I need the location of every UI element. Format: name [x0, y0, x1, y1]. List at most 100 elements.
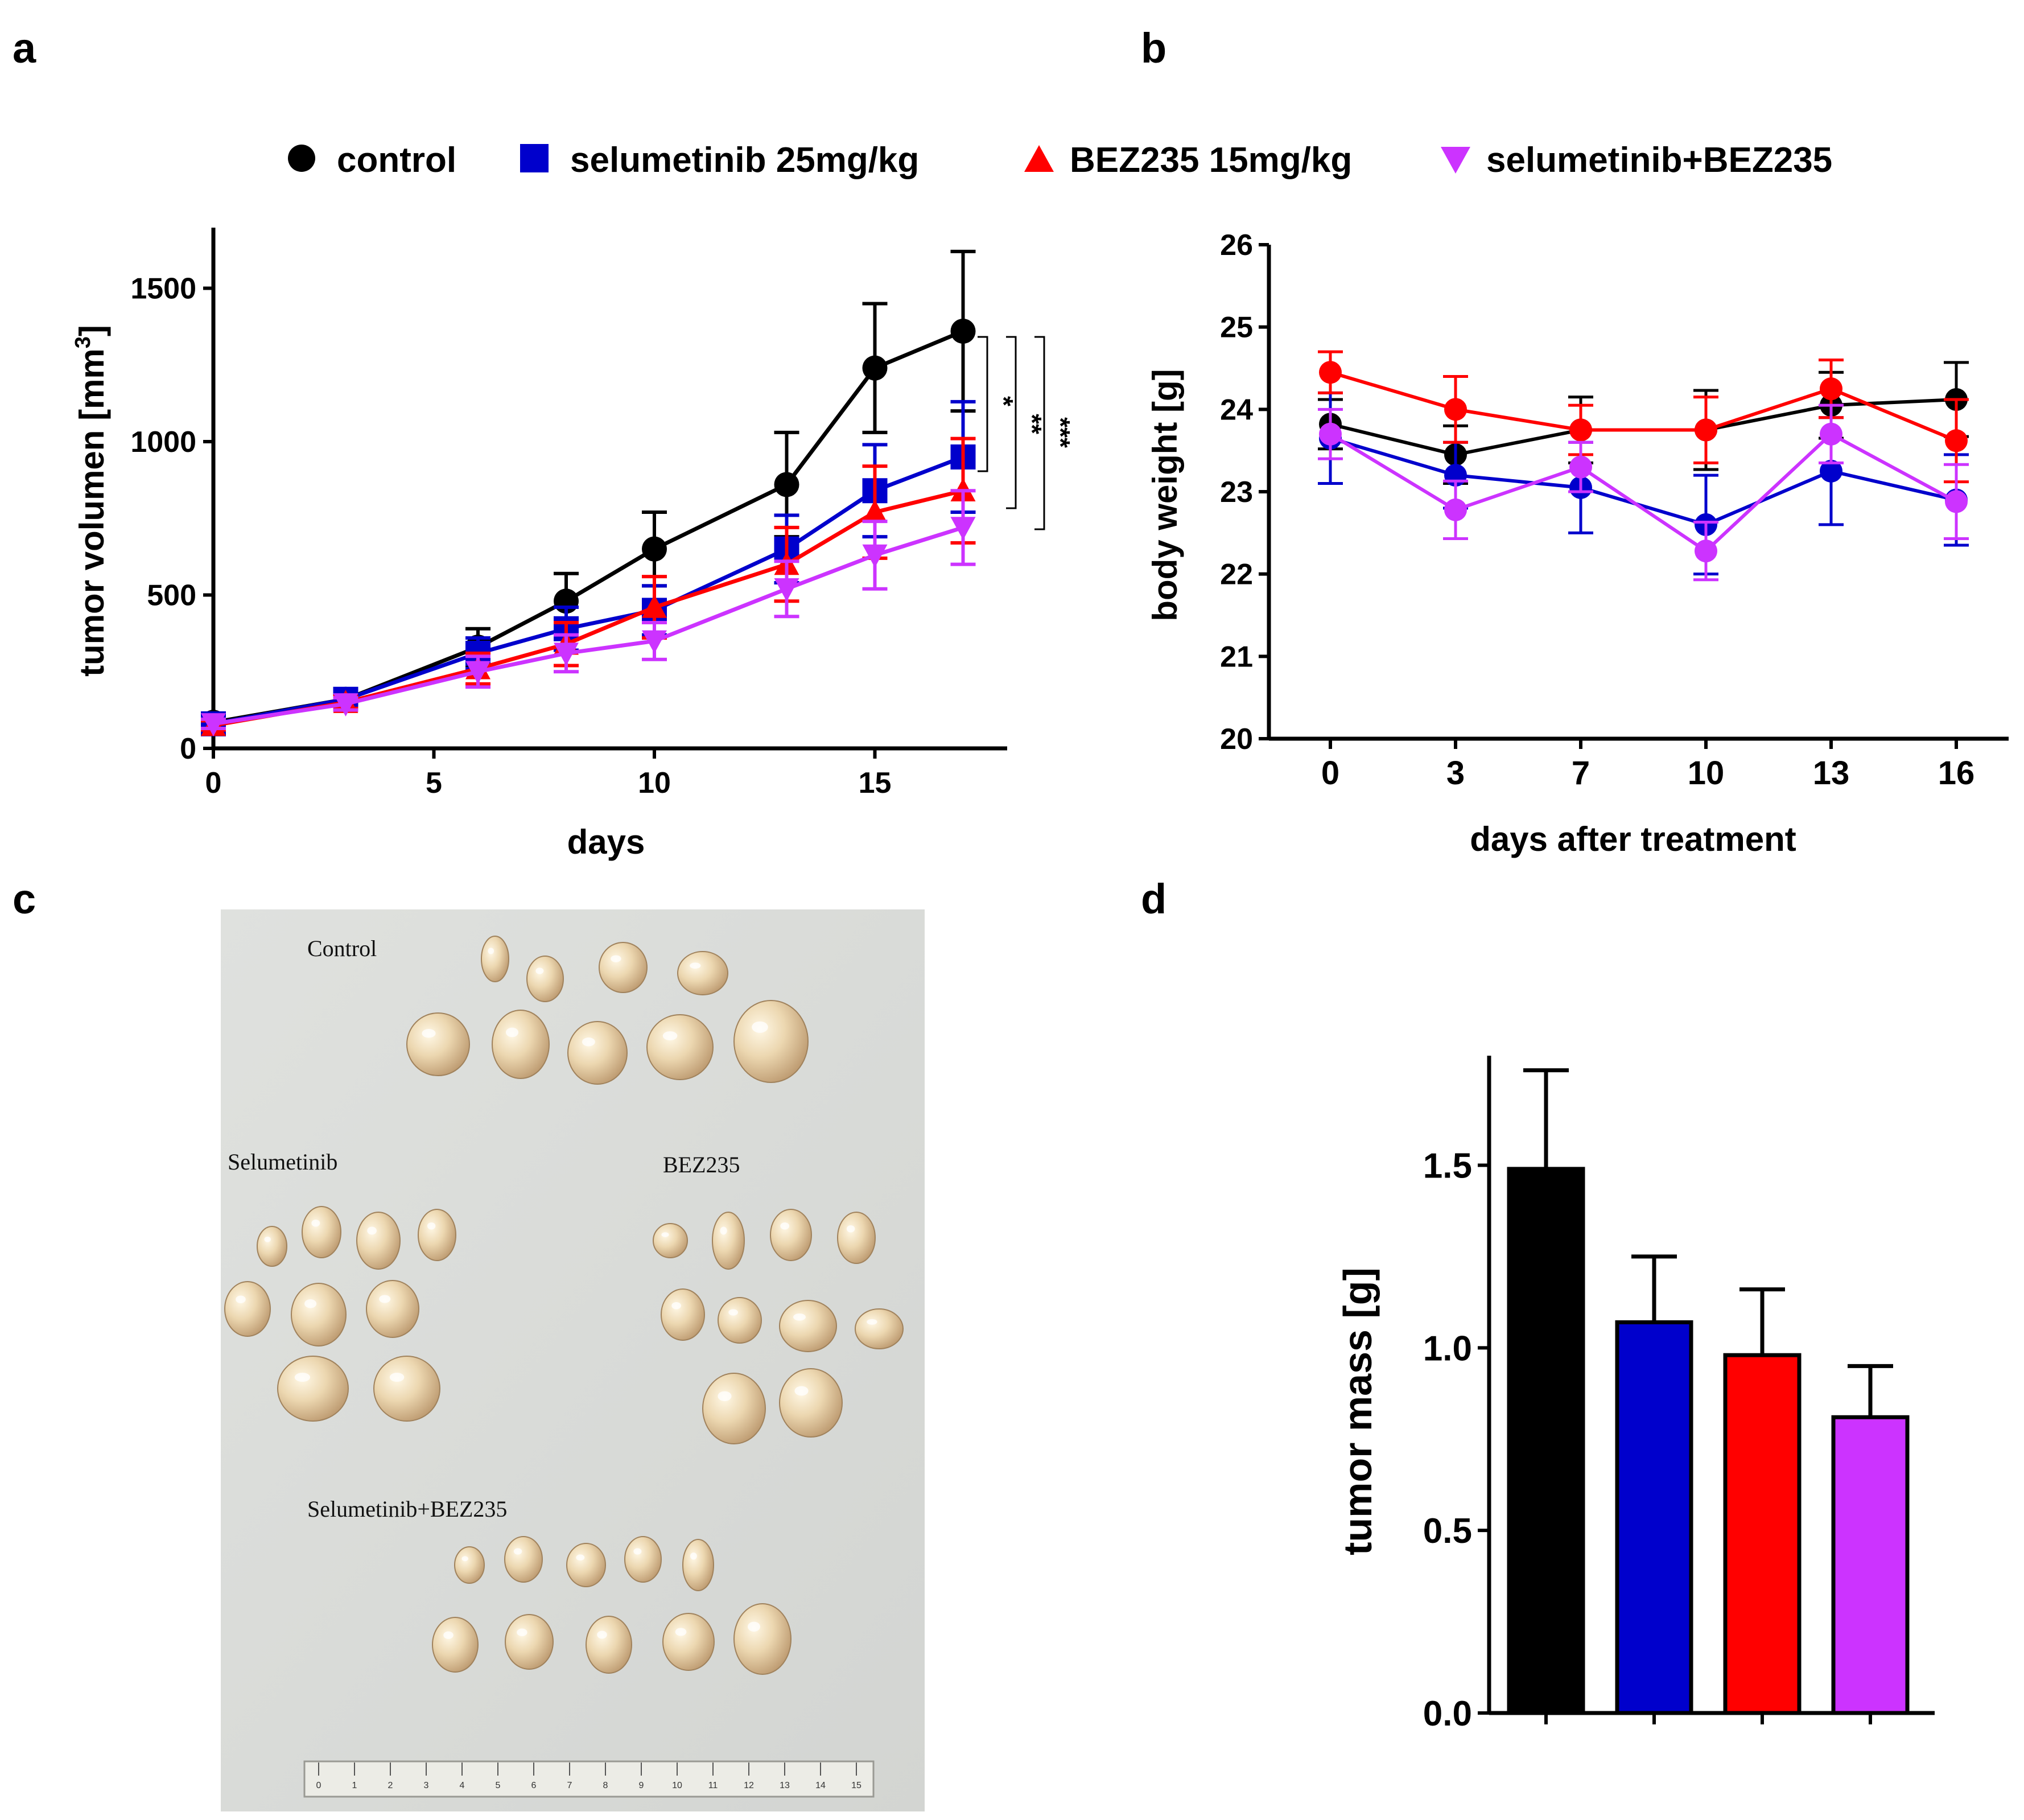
legend-label-selumetinib: selumetinib 25mg/kg — [570, 141, 919, 180]
ruler-tick-label: 7 — [567, 1781, 572, 1790]
tumor-sample — [224, 1281, 271, 1337]
tumor-highlight — [793, 1313, 806, 1321]
chart-a-line-2 — [213, 488, 964, 728]
tumor-sample — [567, 1021, 628, 1085]
chart-a-line-1 — [213, 455, 964, 726]
tumor-highlight — [236, 1295, 246, 1303]
tumor-sample — [566, 1543, 606, 1587]
tumor-highlight — [867, 1319, 877, 1325]
chart-a-series-1 — [201, 400, 976, 736]
tumor-sample — [277, 1356, 349, 1422]
chart-d-bar-1 — [1615, 1320, 1693, 1715]
tumor-highlight — [582, 1037, 595, 1047]
tumor-highlight — [675, 1628, 687, 1636]
tumor-highlight — [597, 1630, 607, 1639]
chart-b-ytick-label: 22 — [1220, 558, 1253, 591]
tumor-highlight — [517, 1628, 527, 1636]
chart-b-xtick-label: 3 — [1446, 755, 1465, 792]
tumor-highlight — [427, 1222, 436, 1230]
chart-a-tumor-volume: 0 500 1000 1500 0 5 10 15 days tumor volumen [m… — [71, 228, 1075, 861]
chart-a-xtick-label: 10 — [638, 767, 671, 800]
ruler-tick-label: 12 — [744, 1781, 754, 1790]
chart-b-series-0 — [1318, 361, 1969, 485]
chart-a-series — [201, 249, 976, 736]
tumor-sample — [373, 1356, 440, 1422]
tumor-sample — [526, 956, 564, 1002]
legend-label-control: control — [337, 141, 456, 180]
chart-a-series-3 — [201, 489, 976, 736]
tumor-sample — [837, 1212, 876, 1264]
chart-d-ytick-label: 1.5 — [1423, 1147, 1472, 1186]
tumor-highlight — [718, 1391, 732, 1401]
tumor-highlight — [461, 1556, 468, 1562]
chart-d-bars — [1507, 1068, 1910, 1715]
chart-b-series-1 — [1318, 391, 1969, 576]
photo-label-bez235: BEZ235 — [663, 1152, 740, 1177]
tumor-sample — [505, 1614, 554, 1670]
tumor-sample — [454, 1546, 485, 1584]
tumor-sample — [481, 936, 509, 982]
tumor-highlight — [304, 1299, 317, 1308]
tumor-sample — [624, 1536, 662, 1583]
ruler-tick-label: 13 — [780, 1781, 790, 1790]
tumor-sample — [677, 951, 728, 995]
chart-d-ytick-label: 1.0 — [1423, 1329, 1472, 1368]
chart-d-ytick-label: 0.5 — [1423, 1512, 1472, 1551]
chart-b-point — [1820, 459, 1842, 483]
chart-a-ylabel: tumor volumen [mm3] — [71, 325, 111, 677]
tumor-highlight — [443, 1631, 454, 1639]
sig-label-3: *** — [1046, 417, 1075, 448]
photo-label-combination: Selumetinib+BEZ235 — [307, 1496, 507, 1522]
ruler-tick-label: 8 — [603, 1781, 608, 1790]
tumor-highlight — [748, 1621, 760, 1632]
chart-a-point — [201, 713, 226, 736]
tumor-sample — [586, 1616, 632, 1674]
chart-b-point — [1319, 361, 1342, 384]
tumor-highlight — [671, 1302, 681, 1310]
tumor-highlight — [389, 1373, 405, 1382]
legend-marker-selumetinib — [520, 144, 549, 172]
ruler-tick-label: 14 — [815, 1781, 826, 1790]
chart-b-point — [1945, 490, 1968, 513]
chart-b-axes: 20 21 22 23 24 25 26 0 3 7 10 13 16 — [1220, 229, 2009, 792]
ruler-tick-label: 15 — [851, 1781, 861, 1790]
ruler-tick-label: 4 — [460, 1781, 465, 1790]
tumor-highlight — [611, 955, 621, 962]
tumor-highlight — [752, 1021, 768, 1033]
chart-a-point — [465, 661, 490, 685]
legend-marker-bez235 — [1024, 145, 1054, 172]
chart-a-point — [774, 578, 799, 602]
chart-a-point — [862, 355, 888, 381]
tumor-highlight — [535, 967, 544, 974]
chart-b-ytick-label: 21 — [1220, 640, 1253, 673]
chart-a-ylabel-end: ] — [73, 325, 111, 336]
ruler-ticks: 0 1 2 3 4 5 6 7 8 9 10 11 12 13 14 15 — [316, 1763, 861, 1790]
chart-a-axes: 0 500 1000 1500 0 5 10 15 — [130, 228, 1007, 800]
ruler-body — [303, 1760, 875, 1798]
chart-a-point — [333, 693, 358, 717]
tumor-highlight — [294, 1373, 311, 1382]
chart-b-body-weight: 20 21 22 23 24 25 26 0 3 7 10 13 16 days after treat… — [1146, 229, 2009, 858]
tumor-highlight — [311, 1219, 320, 1227]
chart-b-xtick-label: 10 — [1688, 755, 1725, 792]
tumor-highlight — [662, 1031, 678, 1041]
ruler-tick-label: 3 — [424, 1781, 429, 1790]
tumor-sample — [291, 1283, 347, 1347]
chart-d-tumor-mass: 0.0 0.5 1.0 1.5 tumor mass [g] — [1335, 1056, 1935, 1733]
chart-a-significance: * ** *** — [978, 336, 1075, 530]
tumor-sample — [661, 1288, 705, 1341]
ruler-tick-label: 9 — [639, 1781, 644, 1790]
panel-letter-d: d — [1141, 875, 1166, 923]
chart-b-point — [1820, 422, 1842, 446]
ruler-tick-label: 5 — [496, 1781, 501, 1790]
chart-d-ytick-label: 0.0 — [1423, 1694, 1472, 1733]
tumor-sample — [682, 1539, 714, 1591]
chart-b-ytick-label: 26 — [1220, 229, 1253, 262]
chart-a-point — [554, 643, 579, 666]
legend-label-combination: selumetinib+BEZ235 — [1486, 141, 1832, 180]
chart-b-series-2 — [1318, 350, 1969, 484]
tumor-highlight — [780, 1222, 790, 1230]
legend: control selumetinib 25mg/kg BEZ235 15mg/… — [288, 141, 1832, 180]
chart-b-point — [1569, 418, 1592, 442]
chart-b-point — [1569, 455, 1592, 479]
